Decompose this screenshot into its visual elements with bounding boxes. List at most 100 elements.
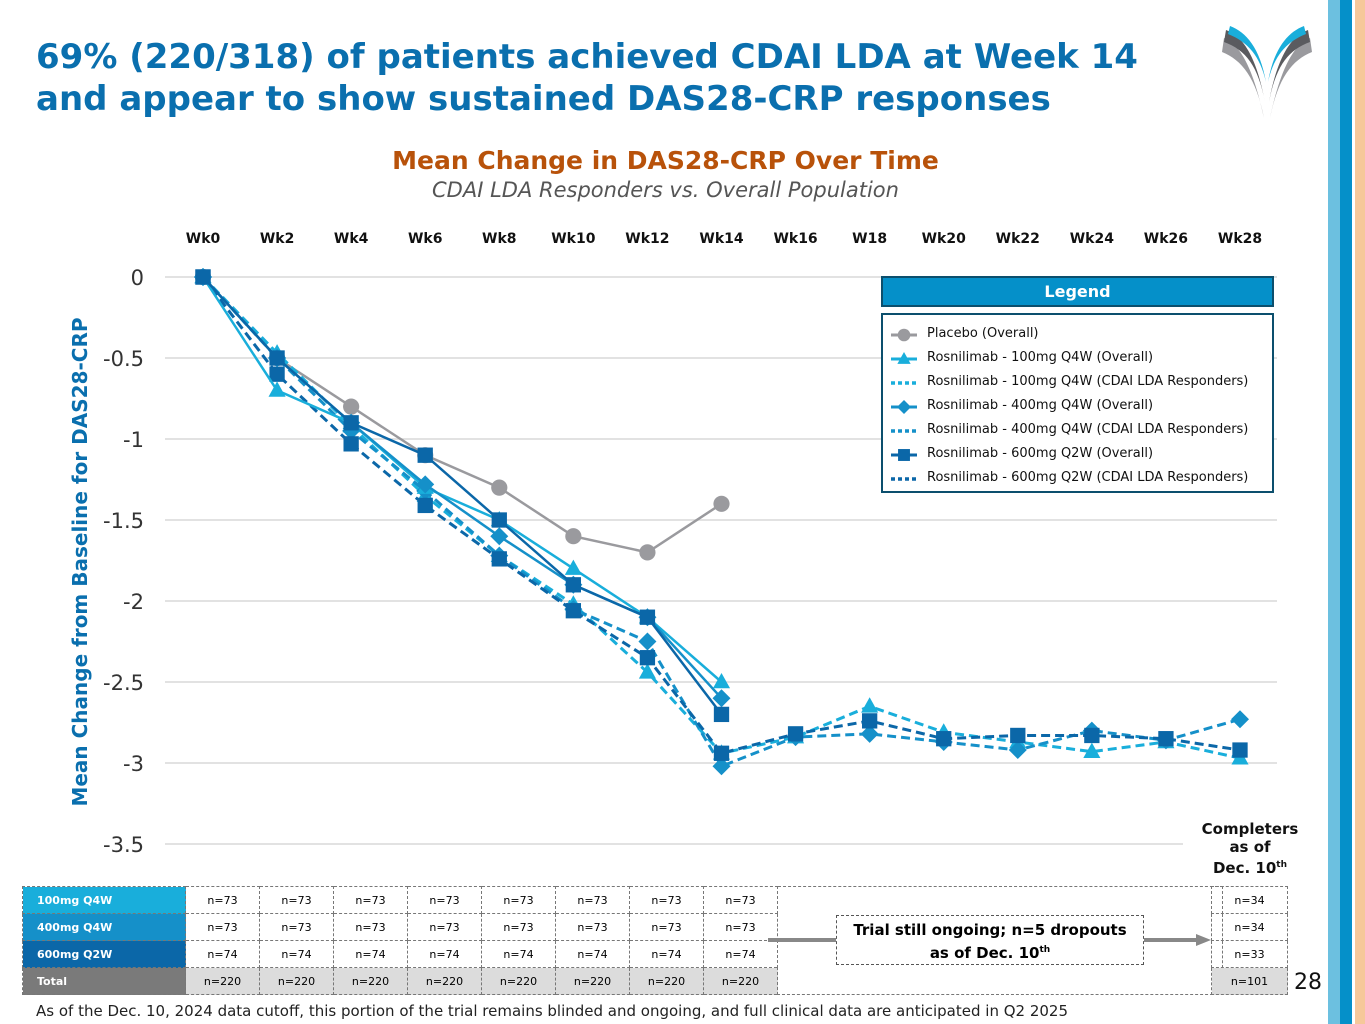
data-point bbox=[1158, 731, 1174, 747]
data-point bbox=[787, 726, 804, 742]
legend-item: Rosnilimab - 600mg Q2W (Overall) bbox=[927, 446, 1154, 461]
series-line bbox=[202, 276, 723, 716]
data-point bbox=[713, 745, 730, 761]
completers-cell: n=34 bbox=[1211, 886, 1288, 914]
count-cell: n=73 bbox=[333, 886, 408, 914]
data-point bbox=[343, 398, 360, 415]
count-cell: n=220 bbox=[259, 967, 334, 995]
count-cell: n=73 bbox=[481, 913, 556, 941]
completers-row: n=34 bbox=[1211, 886, 1288, 914]
count-cell: n=74 bbox=[703, 940, 778, 968]
data-point bbox=[565, 528, 582, 545]
row-label: 100mg Q4W bbox=[22, 886, 186, 914]
slide-title: 69% (220/318) of patients achieved CDAI … bbox=[36, 36, 1216, 120]
count-cell: n=73 bbox=[259, 913, 334, 941]
data-point bbox=[1008, 741, 1027, 760]
y-tick-label: -2.5 bbox=[103, 671, 144, 695]
data-point bbox=[343, 436, 359, 452]
count-cell: n=74 bbox=[407, 940, 482, 968]
legend: Placebo (Overall) Rosnilimab - 100mg Q4W … bbox=[881, 313, 1274, 493]
sample-size-table: 100mg Q4W n=73 n=73 n=73 n=73 n=73 n=73 n=73 n=7… bbox=[22, 886, 1223, 995]
count-cell: n=74 bbox=[333, 940, 408, 968]
note-line-2: as of Dec. 10 bbox=[929, 944, 1040, 962]
series-placebo-overall- bbox=[194, 268, 730, 561]
data-point bbox=[1232, 742, 1248, 758]
count-cell: n=220 bbox=[481, 967, 556, 995]
row-label: 600mg Q2W bbox=[22, 940, 186, 968]
page-number: 28 bbox=[1294, 970, 1322, 995]
y-tick-label: -3.5 bbox=[103, 833, 144, 857]
data-point bbox=[343, 415, 359, 431]
count-cell: n=73 bbox=[555, 886, 630, 914]
data-point bbox=[490, 527, 509, 546]
chart-subtitle: CDAI LDA Responders vs. Overall Populati… bbox=[432, 178, 899, 202]
count-cell: n=73 bbox=[185, 913, 260, 941]
title-line-1: 69% (220/318) of patients achieved CDAI … bbox=[36, 37, 1138, 77]
x-tick-label: Wk4 bbox=[334, 231, 369, 247]
x-tick-label: W18 bbox=[852, 231, 887, 247]
completers-row: n=101 bbox=[1211, 967, 1288, 995]
count-cell: n=220 bbox=[703, 967, 778, 995]
x-tick-label: Wk20 bbox=[922, 231, 966, 247]
side-stripe-light-blue bbox=[1328, 0, 1340, 1024]
series-line bbox=[202, 276, 723, 554]
count-cell: n=73 bbox=[703, 913, 778, 941]
count-cell: n=73 bbox=[629, 913, 704, 941]
trial-ongoing-note: Trial still ongoing; n=5 dropouts as of … bbox=[836, 915, 1144, 965]
data-point bbox=[638, 632, 657, 651]
data-point bbox=[713, 495, 730, 512]
count-cell: n=73 bbox=[407, 913, 482, 941]
data-point bbox=[564, 559, 582, 575]
data-point bbox=[565, 577, 582, 593]
series-group bbox=[194, 268, 1249, 776]
completers-line-3: Dec. 10 bbox=[1212, 859, 1277, 877]
row-label: Total bbox=[22, 967, 186, 995]
data-point bbox=[712, 689, 731, 708]
data-point bbox=[713, 706, 730, 723]
x-tick-label: Wk12 bbox=[625, 231, 669, 247]
completers-row: n=33 bbox=[1211, 940, 1288, 968]
count-cell: n=74 bbox=[481, 940, 556, 968]
x-tick-label: Wk24 bbox=[1070, 231, 1114, 247]
line-chart: 0-0.5-1-1.5-2-2.5-3-3.5 Wk0 Wk2 Wk4 Wk6 Wk8 W… bbox=[68, 231, 1277, 857]
legend-item: Rosnilimab - 400mg Q4W (Overall) bbox=[927, 398, 1154, 413]
count-cell: n=74 bbox=[629, 940, 704, 968]
legend-item: Rosnilimab - 400mg Q4W (CDAI LDA Respond… bbox=[927, 422, 1249, 437]
x-tick-label: Wk28 bbox=[1218, 231, 1262, 247]
data-point bbox=[268, 381, 286, 397]
count-cell: n=73 bbox=[407, 886, 482, 914]
x-tick-label: Wk0 bbox=[186, 231, 221, 247]
completers-line-1: Completers bbox=[1201, 820, 1299, 838]
count-cell: n=74 bbox=[555, 940, 630, 968]
title-line-2: and appear to show sustained DAS28-CRP r… bbox=[36, 79, 1051, 119]
y-axis-ticks: 0 -0.5 -1 -1.5 -2 -2.5 -3 -3.5 bbox=[103, 266, 144, 857]
series-rosnilimab-100mg-q4w-overall- bbox=[194, 268, 731, 689]
side-stripe-white bbox=[1352, 0, 1355, 1024]
count-cell: n=220 bbox=[333, 967, 408, 995]
count-cell: n=74 bbox=[185, 940, 260, 968]
count-cell: n=220 bbox=[629, 967, 704, 995]
chart-title: Mean Change in DAS28-CRP Over Time bbox=[392, 146, 939, 175]
completers-header: Completers as of Dec. 10th bbox=[1190, 820, 1310, 877]
series-rosnilimab-600mg-q2w-overall- bbox=[195, 269, 730, 723]
x-tick-label: Wk10 bbox=[551, 231, 595, 247]
data-point bbox=[269, 366, 285, 382]
table-row: 100mg Q4W n=73 n=73 n=73 n=73 n=73 n=73 n=73 n=7… bbox=[22, 886, 1223, 995]
y-tick-label: -1.5 bbox=[103, 509, 144, 533]
series-line bbox=[201, 276, 1241, 755]
side-stripe-blue bbox=[1340, 0, 1352, 1024]
legend-symbol-icon bbox=[891, 449, 917, 461]
count-cell: n=73 bbox=[481, 886, 556, 914]
data-point bbox=[639, 609, 656, 625]
completers-cell: n=34 bbox=[1211, 913, 1288, 941]
data-point bbox=[639, 544, 656, 561]
note-sup: th bbox=[1039, 945, 1051, 955]
data-point bbox=[269, 350, 285, 366]
data-point bbox=[491, 479, 508, 496]
data-point bbox=[491, 512, 507, 528]
completers-cell: n=33 bbox=[1211, 940, 1288, 968]
data-point bbox=[417, 497, 433, 514]
count-cell: n=220 bbox=[407, 967, 482, 995]
count-cell: n=73 bbox=[555, 913, 630, 941]
count-cell: n=220 bbox=[185, 967, 260, 995]
